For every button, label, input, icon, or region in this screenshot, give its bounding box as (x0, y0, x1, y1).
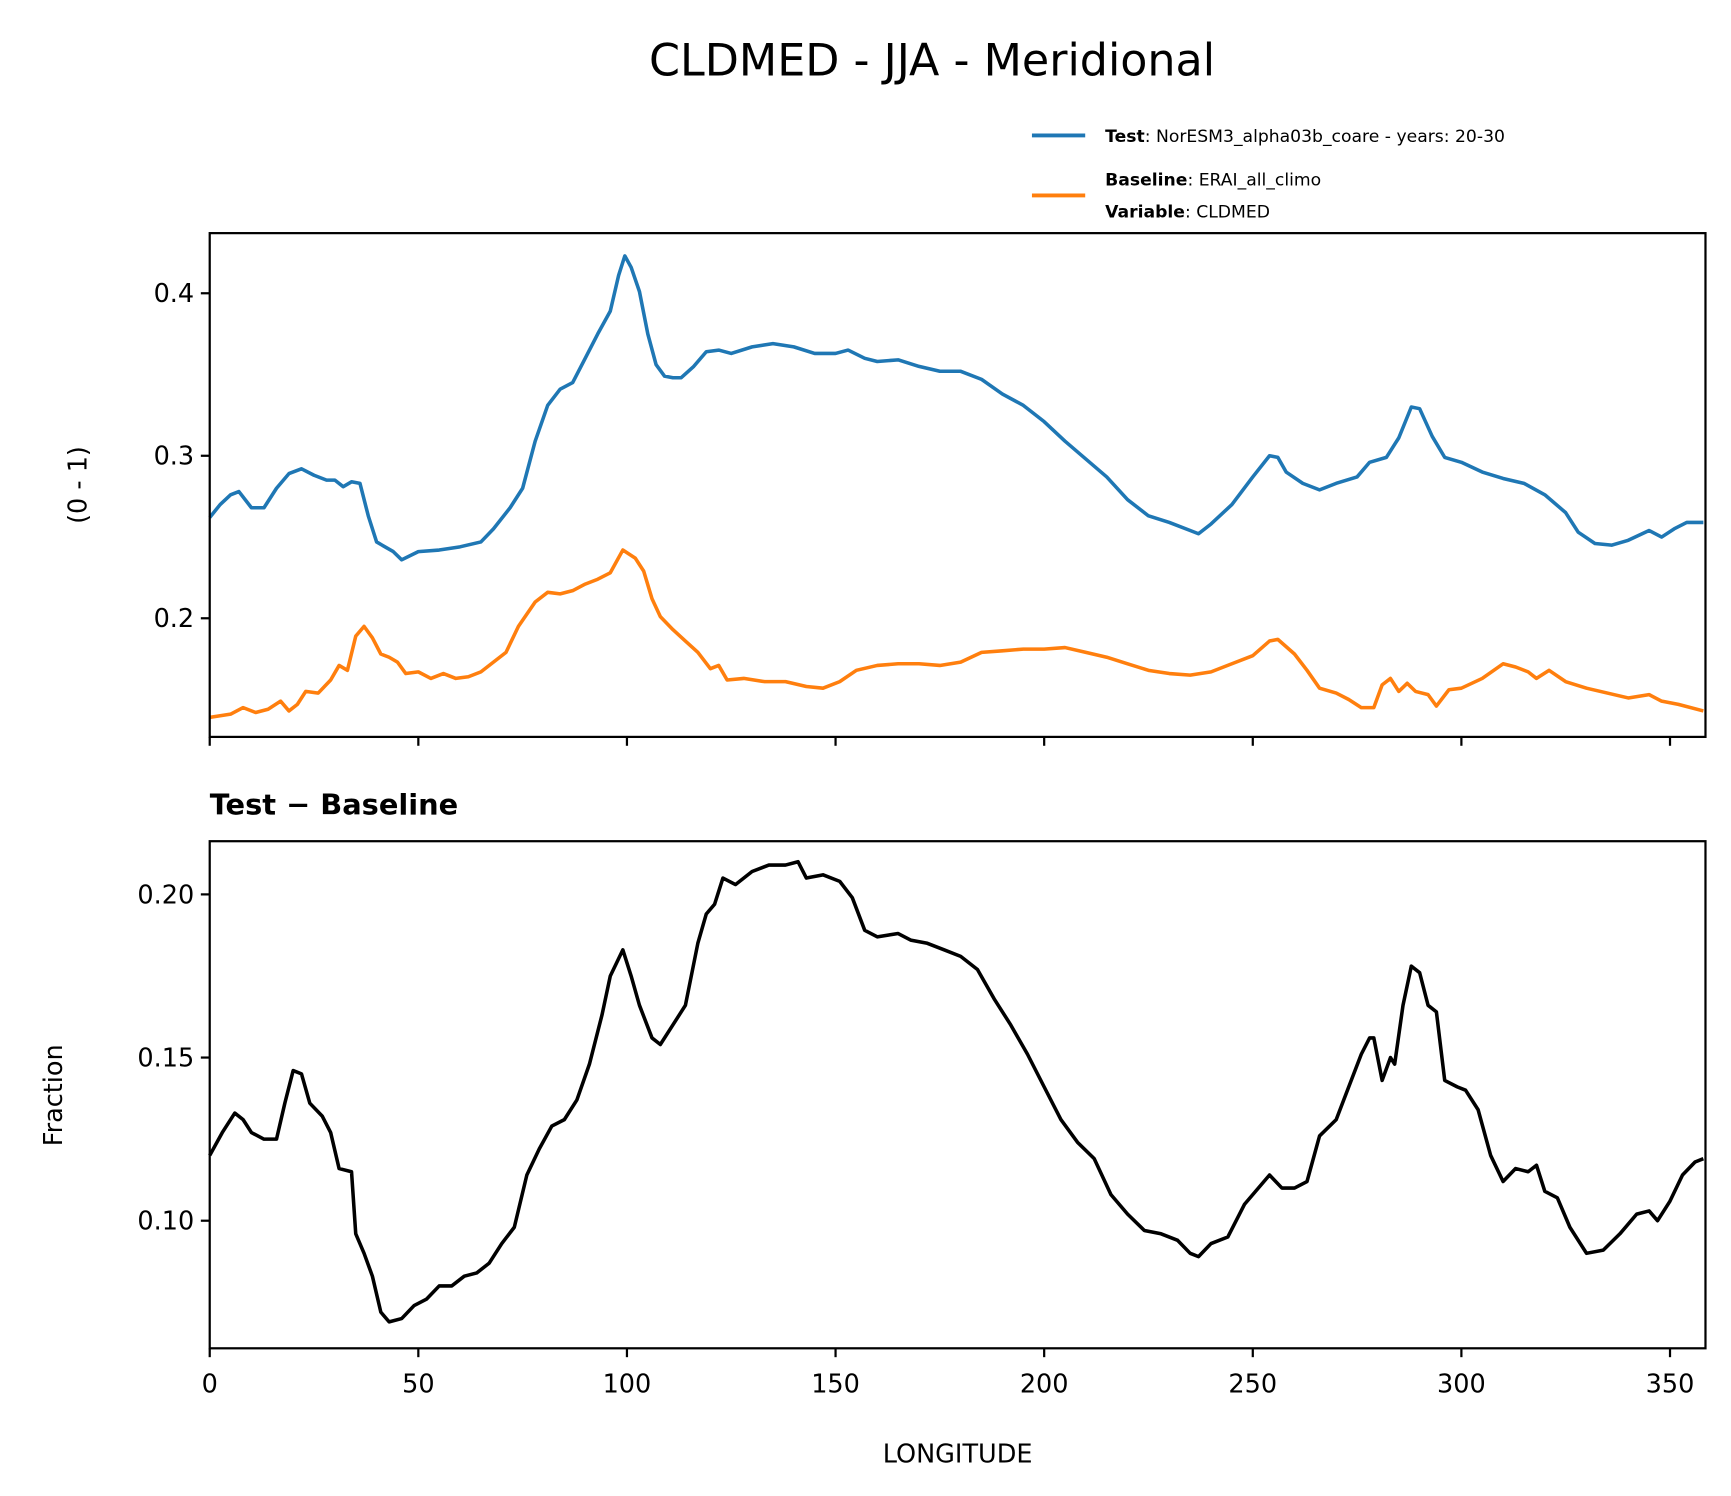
series-line-test (208, 254, 1704, 562)
legend-test-entry: Test: NorESM3_alpha03b_coare - years: 20… (1105, 127, 1505, 147)
x-tick-label: 200 (1020, 1370, 1069, 1400)
y-tick-label: 0.15 (137, 1043, 194, 1073)
diff-y-axis-label: Fraction (39, 1044, 69, 1146)
y-tick-label: 0.2 (154, 604, 195, 634)
legend-test-value: : NorESM3_alpha03b_coare - years: 20-30 (1145, 127, 1505, 147)
x-tick-label: 350 (1646, 1370, 1695, 1400)
x-tick-label: 0 (202, 1370, 218, 1400)
x-tick-label: 250 (1228, 1370, 1277, 1400)
legend-baseline-value: : ERAI_all_climo (1187, 170, 1321, 190)
axes-frame (208, 840, 1707, 1350)
legend-variable-value: : CLDMED (1185, 203, 1270, 223)
axes-frame (208, 232, 1707, 739)
y-tick-label: 0.3 (154, 442, 195, 472)
top-y-axis-label: (0 - 1) (64, 446, 94, 524)
y-tick-label: 0.10 (137, 1207, 194, 1237)
legend-test-key: Test (1105, 127, 1145, 147)
x-axis-label: LONGITUDE (883, 1440, 1033, 1470)
top-panel: 0.2 0.3 0.4 (154, 232, 1707, 746)
legend-baseline-key: Baseline (1105, 170, 1187, 190)
legend-variable-entry: Variable: CLDMED (1105, 203, 1270, 223)
series-line-test-baseline (208, 859, 1705, 1324)
y-tick-label: 0.4 (154, 279, 195, 309)
x-tick-label: 150 (811, 1370, 860, 1400)
diff-panel-title: Test − Baseline (210, 788, 459, 822)
series-line-baseline (209, 548, 1704, 720)
y-tick-label: 0.20 (137, 880, 194, 910)
x-tick-label: 300 (1437, 1370, 1486, 1400)
legend-baseline-entry: Baseline: ERAI_all_climo (1105, 170, 1321, 190)
difference-panel: 0 50 100 150 200 250 300 350 0.10 0.15 0.20 (137, 840, 1707, 1400)
x-tick-label: 100 (603, 1370, 652, 1400)
legend-variable-key: Variable (1105, 203, 1185, 223)
x-tick-label: 50 (402, 1370, 434, 1400)
figure-title: CLDMED - JJA - Meridional (649, 36, 1215, 87)
legend: Test: NorESM3_alpha03b_coare - years: 20… (1031, 127, 1505, 223)
